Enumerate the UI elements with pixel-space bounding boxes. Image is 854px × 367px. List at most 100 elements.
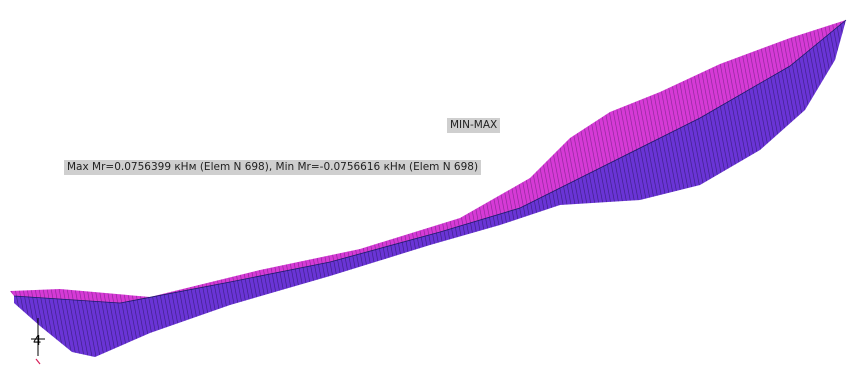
hatch-line	[451, 20, 523, 357]
hatch-line	[343, 20, 415, 303]
hatch-line	[435, 20, 507, 357]
hatch-line	[331, 20, 403, 357]
hatch-line	[291, 20, 363, 303]
beam-axis	[13, 19, 847, 304]
hatch-line	[415, 20, 487, 357]
hatch-line	[327, 20, 399, 357]
hatch-line	[343, 20, 415, 357]
hatch-line	[427, 20, 499, 303]
hatch-line	[391, 20, 463, 357]
hatch-line	[371, 20, 443, 303]
hatch-line	[251, 20, 323, 303]
hatch-line	[247, 20, 319, 303]
hatch-line	[14, 20, 47, 357]
hatch-line	[267, 20, 339, 357]
hatch-line	[327, 20, 399, 303]
hatch-line	[371, 20, 443, 357]
hatch-line	[403, 20, 475, 303]
hatch-line	[848, 0, 854, 367]
hatch-line	[223, 20, 295, 357]
hatch-line	[14, 20, 23, 357]
hatch-line	[291, 20, 363, 357]
hatch-line	[335, 20, 407, 303]
hatch-line	[339, 20, 411, 303]
hatch-line	[391, 20, 463, 303]
hatch-line	[211, 20, 283, 303]
hatch-line	[411, 20, 483, 357]
hatch-line	[323, 20, 395, 303]
hatch-line	[351, 20, 423, 303]
hatch-line	[839, 20, 846, 303]
hatch-line	[435, 20, 507, 303]
hatch-line	[0, 0, 2, 367]
hatch-line	[399, 20, 471, 303]
hatch-line	[299, 20, 371, 357]
hatch-line	[319, 20, 391, 357]
hatch-line	[255, 20, 327, 303]
hatch-line	[311, 20, 383, 303]
hatch-line	[14, 20, 43, 357]
hatch-line	[14, 20, 39, 357]
hatch-line	[235, 20, 307, 357]
hatch-line	[835, 20, 846, 303]
hatch-line	[367, 20, 439, 357]
hatch-line	[459, 20, 531, 303]
hatch-line	[395, 20, 467, 303]
hatch-line	[247, 20, 319, 357]
hatch-line	[379, 20, 451, 357]
hatch-line	[375, 20, 447, 357]
hatch-line	[363, 20, 435, 357]
hatch-line	[455, 20, 527, 303]
hatch-line	[263, 20, 335, 303]
hatch-line	[307, 20, 379, 357]
hatch-line	[223, 20, 295, 303]
hatch-line	[203, 20, 275, 303]
hatch-line	[0, 0, 2, 367]
hatch-line	[211, 20, 283, 357]
hatch-line	[323, 20, 395, 357]
hatch-line	[423, 20, 495, 303]
hatch-line	[355, 20, 427, 357]
hatch-line	[275, 20, 347, 357]
hatch-line	[447, 20, 519, 303]
hatch-line	[387, 20, 459, 303]
hatch-line	[455, 20, 527, 357]
hatch-line	[243, 20, 315, 303]
hatch-line	[0, 0, 6, 367]
hatch-line	[835, 20, 846, 357]
hatch-line	[427, 20, 499, 357]
hatch-line	[215, 20, 287, 357]
max-moment-envelope	[10, 20, 846, 303]
hatch-line	[375, 20, 447, 303]
hatch-line	[419, 20, 491, 357]
hatch-line	[295, 20, 367, 303]
hatch-line	[10, 20, 15, 303]
hatch-line	[415, 20, 487, 303]
hatch-line	[359, 20, 431, 303]
hatch-line	[207, 20, 279, 357]
hatch-line	[383, 20, 455, 303]
hatch-line	[363, 20, 435, 303]
hatch-line	[811, 20, 846, 357]
hatch-line	[295, 20, 367, 357]
hatch-line	[403, 20, 475, 357]
hatch-line	[359, 20, 431, 357]
hatch-line	[227, 20, 299, 357]
hatch-line	[271, 20, 343, 303]
hatch-line	[815, 20, 846, 357]
hatch-line	[347, 20, 419, 357]
hatch-line	[411, 20, 483, 303]
hatch-line	[0, 0, 10, 367]
hatch-line	[459, 20, 531, 357]
hatch-line	[267, 20, 339, 303]
hatch-line	[227, 20, 299, 303]
hatch-line	[275, 20, 347, 303]
hatch-line	[395, 20, 467, 357]
hatch-line	[311, 20, 383, 357]
hatch-line	[451, 20, 523, 303]
support-tick	[35, 358, 41, 365]
hatch-line	[10, 20, 23, 303]
hatch-line	[243, 20, 315, 357]
